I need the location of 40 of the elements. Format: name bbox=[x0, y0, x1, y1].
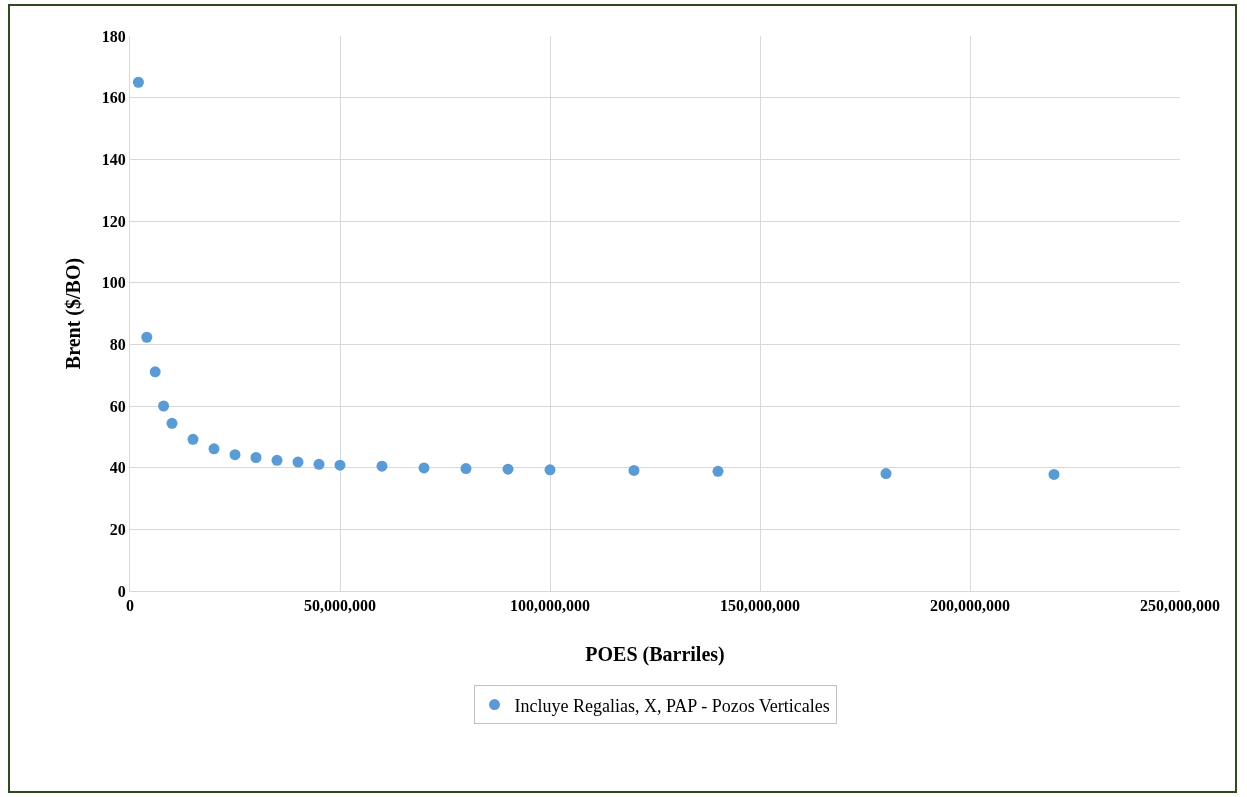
y-tick-label: 100 bbox=[101, 274, 126, 292]
point bbox=[208, 443, 220, 455]
y-tick-label: 0 bbox=[117, 582, 126, 600]
x-tick-label: 50,000,000 bbox=[304, 597, 376, 615]
y-tick-label: 40 bbox=[109, 459, 126, 477]
point bbox=[250, 451, 262, 463]
point bbox=[544, 464, 556, 476]
point bbox=[229, 449, 241, 461]
x-axis-title: POES (Barriles) bbox=[585, 643, 725, 666]
legend-label: Incluye Regalias, X, PAP - Pozos Verticales bbox=[514, 695, 830, 716]
y-tick-label: 140 bbox=[101, 150, 126, 168]
x-tick-label: 250,000,000 bbox=[1140, 597, 1220, 615]
point bbox=[460, 463, 472, 475]
x-tick-label: 100,000,000 bbox=[510, 597, 590, 615]
point bbox=[166, 417, 178, 429]
point bbox=[187, 433, 199, 445]
point bbox=[158, 400, 170, 412]
y-tick-label: 120 bbox=[101, 212, 126, 230]
y-axis-title: Brent ($/BO) bbox=[62, 257, 85, 370]
y-tick-label: 60 bbox=[109, 397, 126, 415]
point bbox=[418, 462, 430, 474]
x-tick-label: 200,000,000 bbox=[930, 597, 1010, 615]
point bbox=[141, 331, 153, 343]
x-tick-label: 150,000,000 bbox=[720, 597, 800, 615]
point bbox=[1048, 468, 1060, 480]
point bbox=[502, 463, 514, 475]
y-tick-label: 20 bbox=[109, 520, 126, 538]
point bbox=[628, 464, 640, 476]
point bbox=[292, 456, 304, 468]
point bbox=[132, 76, 144, 88]
point bbox=[880, 468, 892, 480]
point bbox=[271, 454, 283, 466]
y-tick-label: 80 bbox=[109, 335, 126, 353]
point bbox=[712, 465, 724, 477]
y-tick-label: 180 bbox=[101, 27, 126, 45]
point bbox=[334, 459, 346, 471]
point bbox=[313, 458, 325, 470]
point bbox=[149, 366, 161, 378]
y-tick-label: 160 bbox=[101, 89, 126, 107]
point bbox=[376, 460, 388, 472]
